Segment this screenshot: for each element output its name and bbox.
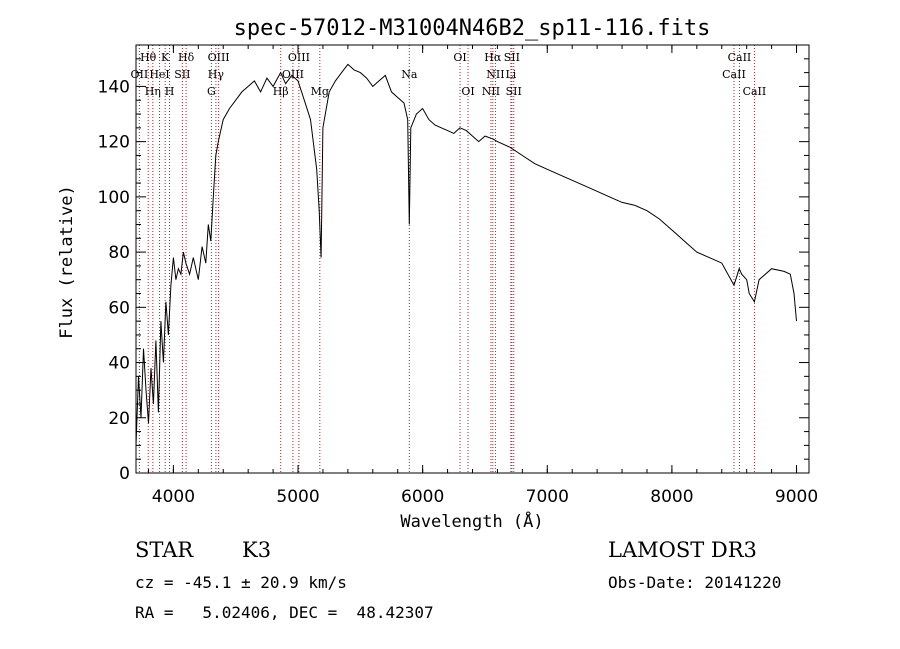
line-label: OI	[461, 85, 474, 98]
spectrum-line	[135, 63, 797, 446]
x-tick-label: 4000	[152, 487, 195, 507]
y-tick-label: 100	[98, 188, 130, 208]
line-label: SII	[174, 68, 190, 81]
emission-line-labels: Hθ OII Hη K HeI H Hδ SII OIII Hγ G OIII OIII Hβ Mg Na OI…	[131, 51, 767, 98]
line-label: Hγ	[208, 68, 225, 81]
y-axis-ticks: 0 20 40 60 80 100 120 140	[98, 58, 809, 484]
line-label: Hα	[484, 51, 502, 64]
line-label: Hη	[145, 85, 161, 98]
line-label: Na	[401, 68, 418, 81]
line-label: OIII	[208, 51, 230, 64]
x-tick-label: 7000	[526, 487, 569, 507]
line-label: OI	[453, 51, 466, 64]
obs-date: Obs-Date: 20141220	[608, 573, 782, 592]
line-label: NII	[486, 68, 504, 81]
line-label: OIII	[288, 51, 310, 64]
x-tick-label: 5000	[276, 487, 319, 507]
line-label: Hδ	[178, 51, 195, 64]
line-label: HeI	[149, 68, 169, 81]
line-label: Mg	[311, 85, 329, 98]
x-axis-ticks: 4000 5000 6000 7000 8000 9000	[147, 45, 818, 507]
line-label: SII	[504, 51, 520, 64]
line-label: K	[161, 51, 170, 64]
coordinates: RA = 5.02406, DEC = 48.42307	[135, 603, 434, 622]
cz-readout: cz = -45.1 ± 20.9 km/s	[135, 573, 347, 592]
x-tick-label: 8000	[650, 487, 693, 507]
line-label: G	[207, 85, 216, 98]
y-tick-label: 40	[108, 354, 130, 374]
y-tick-label: 60	[108, 298, 130, 318]
line-label: CaII	[743, 85, 767, 98]
plot-frame	[135, 44, 810, 474]
y-tick-label: 20	[108, 409, 130, 429]
line-label: Li	[505, 68, 516, 81]
line-label: CaII	[722, 68, 746, 81]
line-label: SII	[506, 85, 522, 98]
line-label: Hβ	[273, 85, 289, 98]
emission-line-markers	[138, 45, 755, 473]
x-tick-label: 6000	[401, 487, 444, 507]
y-tick-label: 80	[108, 243, 130, 263]
survey-label: LAMOST DR3	[608, 538, 757, 562]
y-axis-label: Flux (relative)	[57, 185, 77, 339]
line-label: OIII	[282, 68, 304, 81]
y-tick-label: 0	[119, 464, 130, 484]
subclass-label: K3	[242, 538, 272, 562]
line-label: OII	[131, 68, 149, 81]
y-tick-label: 140	[98, 77, 130, 97]
line-label: NII	[482, 85, 500, 98]
chart-title: spec-57012-M31004N46B2_sp11-116.fits	[234, 16, 711, 41]
x-tick-label: 9000	[775, 487, 818, 507]
line-label: CaII	[728, 51, 752, 64]
y-tick-label: 120	[98, 133, 130, 153]
line-label: H	[165, 85, 175, 98]
class-label: STAR	[135, 538, 194, 562]
x-axis-label: Wavelength (Å)	[400, 510, 543, 532]
line-label: Hθ	[140, 51, 157, 64]
